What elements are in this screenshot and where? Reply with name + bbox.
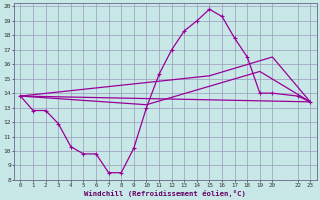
X-axis label: Windchill (Refroidissement éolien,°C): Windchill (Refroidissement éolien,°C) [84, 190, 246, 197]
